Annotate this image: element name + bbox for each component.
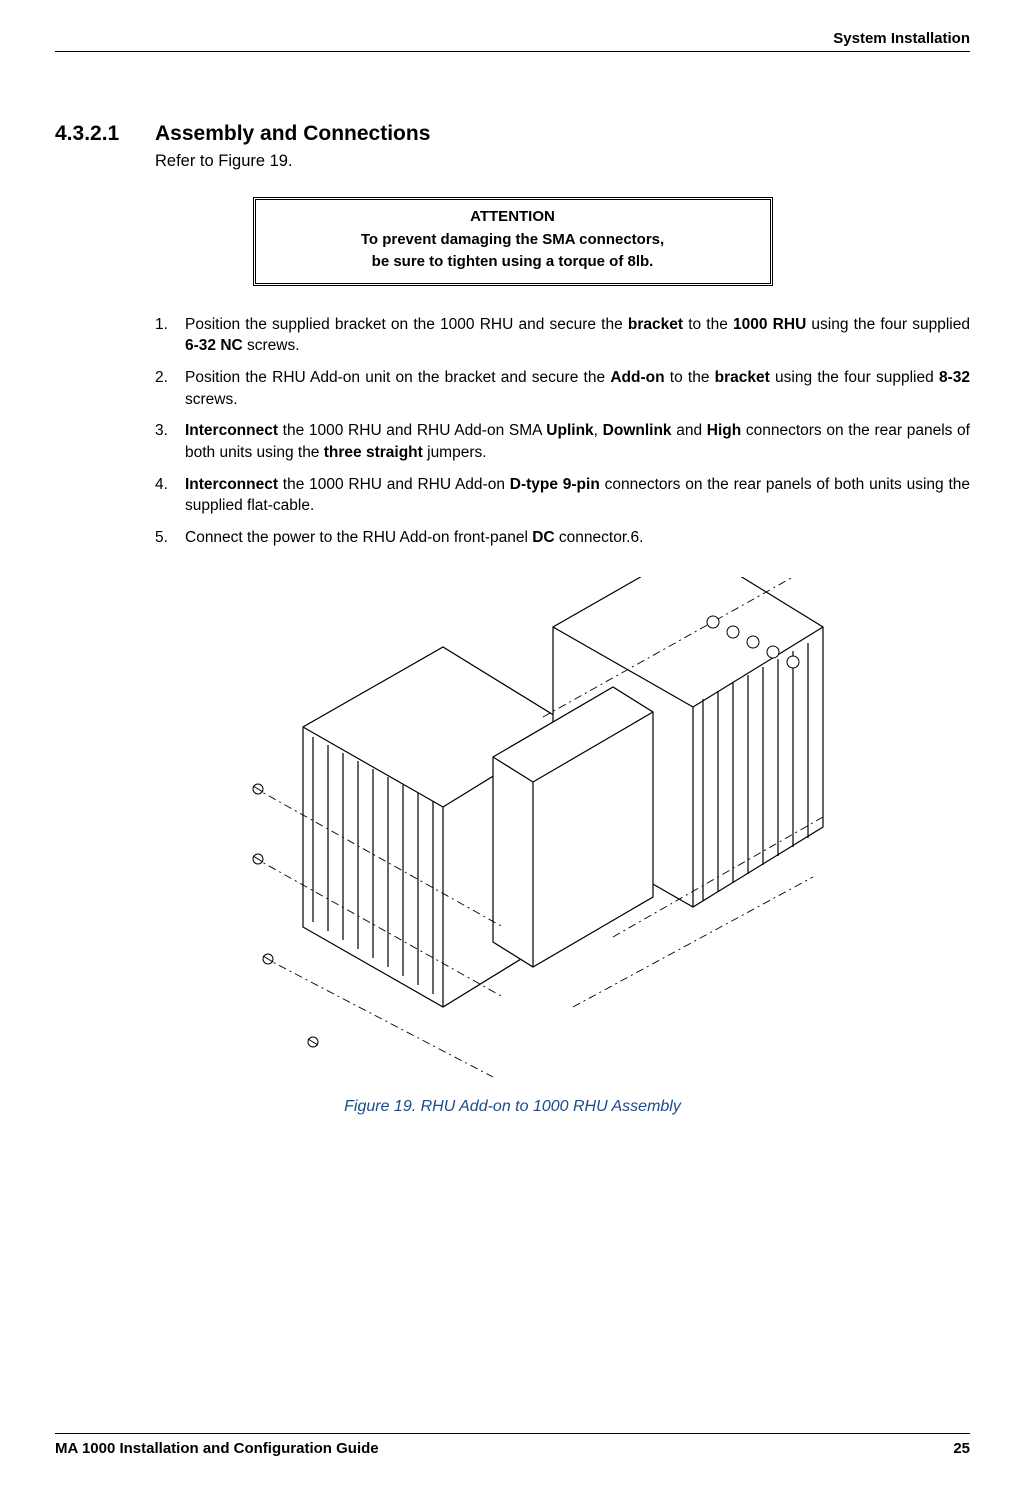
text: using the four supplied [770, 369, 939, 386]
header-title: System Installation [833, 30, 970, 47]
step-2: 2. Position the RHU Add-on unit on the b… [155, 367, 970, 410]
text: jumpers. [423, 444, 487, 461]
step-1: 1. Position the supplied bracket on the … [155, 314, 970, 357]
step-number: 1. [155, 314, 185, 357]
text: Connect the power to the RHU Add-on fron… [185, 529, 532, 546]
text: , [594, 422, 603, 439]
steps-list: 1. Position the supplied bracket on the … [155, 314, 970, 549]
text: to the [683, 316, 733, 333]
text: Position the supplied bracket on the 100… [185, 316, 628, 333]
text-bold: three straight [324, 444, 423, 461]
text: the 1000 RHU and RHU Add-on [278, 476, 510, 493]
text: the 1000 RHU and RHU Add-on SMA [278, 422, 546, 439]
attention-box: ATTENTION To prevent damaging the SMA co… [253, 197, 773, 286]
step-text: Connect the power to the RHU Add-on fron… [185, 527, 970, 549]
footer-page-number: 25 [953, 1440, 970, 1457]
step-text: Position the RHU Add-on unit on the brac… [185, 367, 970, 410]
step-number: 2. [155, 367, 185, 410]
section-title: Assembly and Connections [155, 122, 430, 146]
assembly-diagram-svg [193, 577, 833, 1087]
section-heading-row: 4.3.2.1 Assembly and Connections [55, 122, 970, 146]
step-number: 5. [155, 527, 185, 549]
text-bold: High [707, 422, 741, 439]
step-number: 4. [155, 474, 185, 517]
text-bold: Add-on [610, 369, 664, 386]
attention-line-1: To prevent damaging the SMA connectors, [268, 229, 758, 251]
text: connector.6. [555, 529, 644, 546]
footer-left: MA 1000 Installation and Configuration G… [55, 1440, 379, 1457]
page-header: System Installation [55, 30, 970, 52]
text-bold: Downlink [603, 422, 672, 439]
text-bold: 8-32 [939, 369, 970, 386]
text-bold: 1000 RHU [733, 316, 806, 333]
step-number: 3. [155, 420, 185, 463]
text-bold: 6-32 NC [185, 337, 243, 354]
text: screws. [243, 337, 300, 354]
figure-caption: Figure 19. RHU Add-on to 1000 RHU Assemb… [55, 1098, 970, 1116]
step-5: 5. Connect the power to the RHU Add-on f… [155, 527, 970, 549]
step-text: Interconnect the 1000 RHU and RHU Add-on… [185, 420, 970, 463]
text-bold: DC [532, 529, 554, 546]
text-bold: D-type 9-pin [510, 476, 600, 493]
section-number: 4.3.2.1 [55, 122, 155, 146]
text: Position the RHU Add-on unit on the brac… [185, 369, 610, 386]
text-bold: bracket [628, 316, 683, 333]
text-bold: Interconnect [185, 422, 278, 439]
step-4: 4. Interconnect the 1000 RHU and RHU Add… [155, 474, 970, 517]
page-footer: MA 1000 Installation and Configuration G… [55, 1433, 970, 1457]
text: to the [665, 369, 715, 386]
figure-container: Figure 19. RHU Add-on to 1000 RHU Assemb… [55, 577, 970, 1116]
text: using the four supplied [806, 316, 970, 333]
attention-title: ATTENTION [268, 208, 758, 225]
text: screws. [185, 391, 238, 408]
figure-image [193, 577, 833, 1087]
section-refer: Refer to Figure 19. [155, 152, 970, 171]
text-bold: Uplink [546, 422, 593, 439]
text: and [672, 422, 707, 439]
attention-line-2: be sure to tighten using a torque of 8lb… [268, 251, 758, 273]
text-bold: bracket [715, 369, 770, 386]
step-3: 3. Interconnect the 1000 RHU and RHU Add… [155, 420, 970, 463]
text-bold: Interconnect [185, 476, 278, 493]
step-text: Interconnect the 1000 RHU and RHU Add-on… [185, 474, 970, 517]
step-text: Position the supplied bracket on the 100… [185, 314, 970, 357]
